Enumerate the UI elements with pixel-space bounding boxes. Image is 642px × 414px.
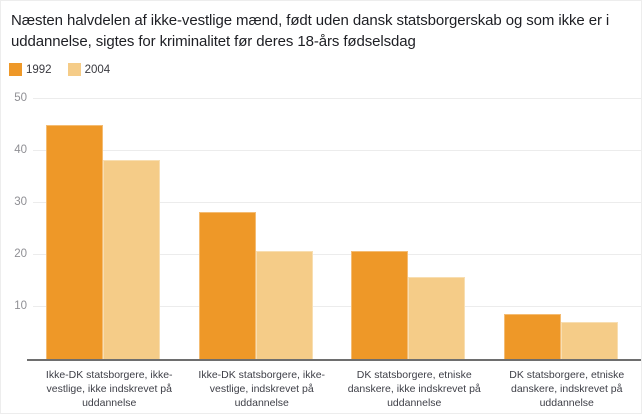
gridline-30 [33,202,641,203]
y-axis-tick-label-30: 30 [14,196,27,208]
plot-area [33,97,641,359]
gridline-20 [33,254,641,255]
legend-swatch-1992 [9,63,22,76]
bar-1992-group-4 [503,314,561,359]
legend-item-1992: 1992 [9,63,52,76]
bar-2004-group-2 [255,250,313,359]
y-axis-tick-label-20: 20 [14,248,27,260]
x-axis-category-labels: Ikke-DK statsborgere, ikke-vestlige, ikk… [33,368,641,410]
chart-title: Næsten halvdelen af ikke-vestlige mænd, … [11,12,610,50]
bar-1992-group-3 [351,250,408,359]
legend-item-2004: 2004 [67,63,111,76]
y-axis-tick-label-50: 50 [14,92,27,104]
category-label-4: DK statsborgere, etniske danskere, indskr… [509,369,625,409]
category-label-2: Ikke-DK statsborgere, ikke-vestlige, ind… [198,369,326,409]
bar-1992-group-2 [198,211,256,359]
bar-2004-group-4 [560,321,618,359]
chart-legend: 1992 2004 [9,63,110,76]
bar-2004-group-1 [103,160,160,359]
gridline-50 [33,98,641,99]
y-axis-tick-label-40: 40 [14,144,27,156]
gridline-40 [33,150,641,151]
bar-2004-group-3 [408,276,465,359]
bar-1992-group-1 [46,125,103,359]
legend-label-1992: 1992 [26,63,52,76]
category-label-3: DK statsborgere, etniske danskere, ikke i… [347,369,481,409]
legend-label-2004: 2004 [84,63,111,76]
y-axis-tick-label-10: 10 [14,300,27,312]
legend-swatch-2004 [67,63,81,76]
category-label-1: Ikke-DK statsborgere, ikke-vestlige, ikk… [45,369,173,409]
x-axis-line [27,359,641,361]
gridline-10 [33,306,641,307]
